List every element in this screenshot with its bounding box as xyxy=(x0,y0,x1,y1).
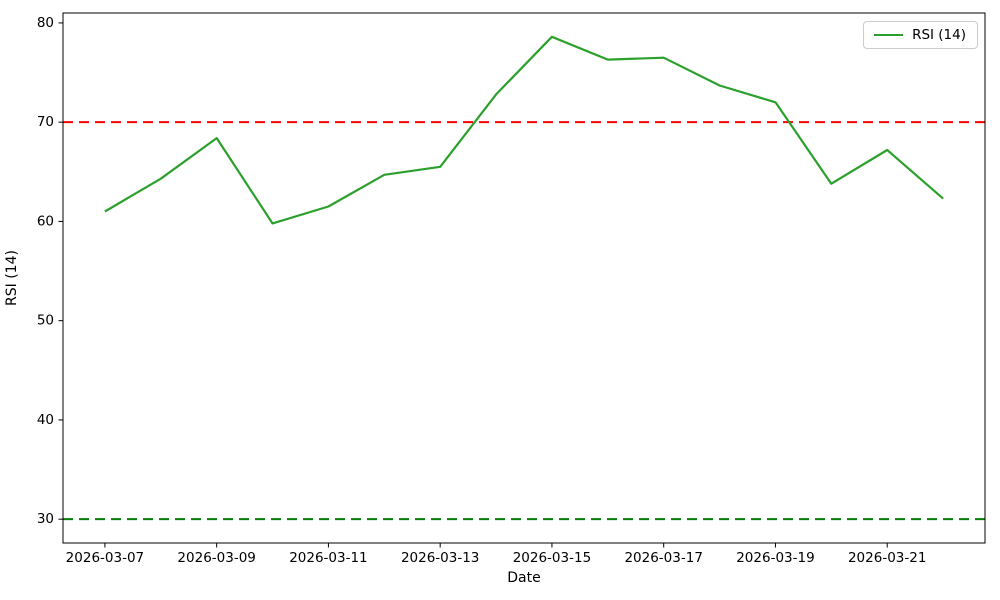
y-axis-title: RSI (14) xyxy=(4,250,20,306)
y-tick-label: 40 xyxy=(37,412,54,428)
x-axis-title: Date xyxy=(507,570,541,586)
x-tick-label: 2026-03-09 xyxy=(177,550,255,566)
legend-label: RSI (14) xyxy=(912,27,966,43)
y-tick-label: 50 xyxy=(37,313,54,329)
plot-border xyxy=(62,12,986,544)
x-tick-label: 2026-03-19 xyxy=(736,550,814,566)
legend-line-swatch xyxy=(874,34,904,36)
y-tick-label: 80 xyxy=(37,15,54,31)
y-tick-label: 30 xyxy=(37,511,54,527)
legend: RSI (14) xyxy=(863,21,978,49)
rsi-series-line xyxy=(104,35,944,225)
x-tick-label: 2026-03-15 xyxy=(513,550,591,566)
y-tick-label: 60 xyxy=(37,213,54,229)
y-tick-label: 70 xyxy=(37,114,54,130)
x-tick-label: 2026-03-13 xyxy=(401,550,479,566)
x-tick-label: 2026-03-17 xyxy=(624,550,702,566)
x-tick-label: 2026-03-07 xyxy=(66,550,144,566)
x-tick-label: 2026-03-21 xyxy=(848,550,926,566)
x-tick-label: 2026-03-11 xyxy=(289,550,367,566)
